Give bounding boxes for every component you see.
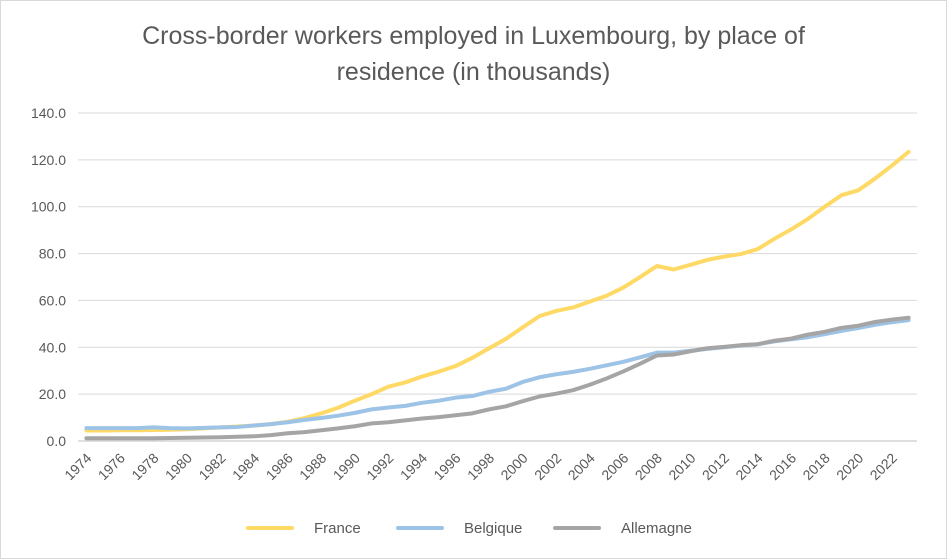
y-tick-label: 100.0 xyxy=(31,199,66,215)
y-tick-label: 60.0 xyxy=(39,292,66,308)
x-tick-label: 1998 xyxy=(464,450,497,483)
x-tick-label: 1978 xyxy=(128,450,161,483)
x-tick-label: 1996 xyxy=(430,450,463,483)
y-tick-label: 40.0 xyxy=(39,339,66,355)
y-tick-label: 120.0 xyxy=(31,152,66,168)
x-tick-label: 2008 xyxy=(632,450,665,483)
x-tick-label: 2006 xyxy=(598,450,631,483)
x-tick-label: 2022 xyxy=(867,450,900,483)
series-lines xyxy=(84,149,911,441)
legend-label-france: France xyxy=(314,520,361,537)
x-tick-label: 1974 xyxy=(61,450,94,483)
y-tick-label: 140.0 xyxy=(31,105,66,121)
x-tick-label: 2018 xyxy=(799,450,832,483)
x-tick-label: 1980 xyxy=(162,450,195,483)
legend-label-belgique: Belgique xyxy=(464,520,522,537)
x-tick-label: 2010 xyxy=(665,450,698,483)
x-tick-label: 2016 xyxy=(766,450,799,483)
x-tick-label: 2012 xyxy=(699,450,732,483)
x-tick-label: 2004 xyxy=(565,450,598,483)
chart-title: Cross-border workers employed in Luxembo… xyxy=(0,18,947,90)
x-tick-label: 2014 xyxy=(732,450,765,483)
series-line-allemagne xyxy=(84,315,911,441)
x-tick-label: 1976 xyxy=(95,450,128,483)
x-tick-label: 1984 xyxy=(229,450,262,483)
x-tick-label: 2002 xyxy=(531,450,564,483)
x-tick-label: 1990 xyxy=(330,450,363,483)
x-tick-label: 1986 xyxy=(263,450,296,483)
x-tick-label: 1994 xyxy=(397,450,430,483)
x-tick-label: 1992 xyxy=(363,450,396,483)
legend-label-allemagne: Allemagne xyxy=(621,520,692,537)
x-axis-tick-labels: 1974 1976 1978 1980 1982 1984 1986 1988 1990 1992… xyxy=(61,450,900,483)
y-tick-label: 20.0 xyxy=(39,386,66,402)
x-tick-label: 1988 xyxy=(296,450,329,483)
x-tick-label: 2000 xyxy=(497,450,530,483)
x-tick-label: 2020 xyxy=(833,450,866,483)
chart-title-line1: Cross-border workers employed in Luxembo… xyxy=(142,22,805,50)
y-tick-label: 80.0 xyxy=(39,246,66,262)
series-line-belgique xyxy=(84,318,911,431)
chart-title-line2: residence (in thousands) xyxy=(336,58,611,86)
legend: France Belgique Allemagne xyxy=(246,520,692,537)
y-tick-label: 0.0 xyxy=(47,433,67,449)
x-tick-label: 1982 xyxy=(195,450,228,483)
gridlines xyxy=(78,112,917,442)
y-axis-tick-labels: 0.0 20.0 40.0 60.0 80.0 100.0 120.0 140.0 xyxy=(31,105,66,449)
